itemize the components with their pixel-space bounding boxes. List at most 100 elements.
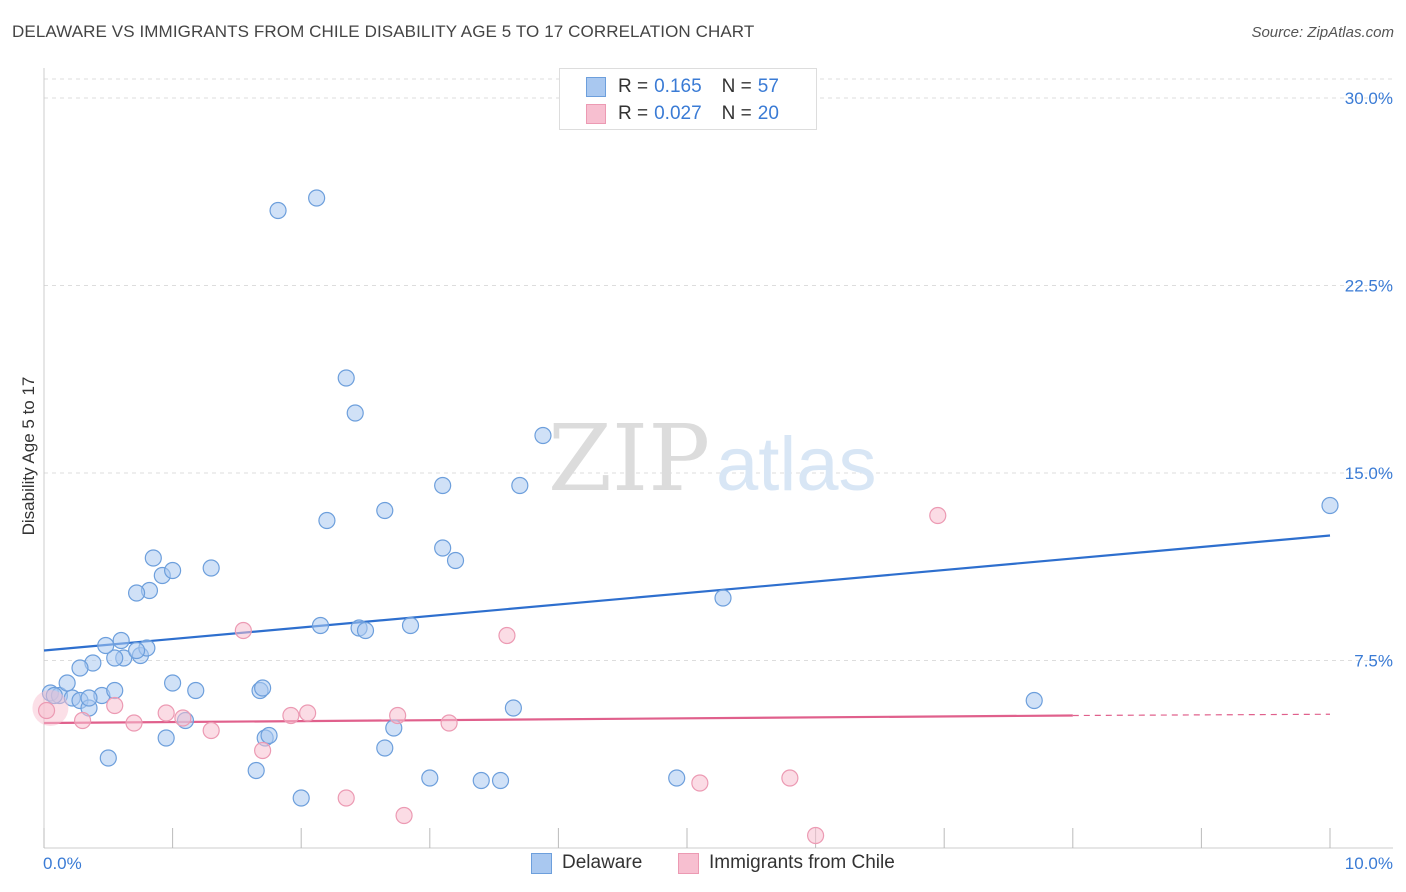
delaware-point: [356, 621, 375, 640]
chile-point: [125, 714, 143, 732]
legend-n-label: N =: [721, 76, 752, 97]
y-axis-label: Disability Age 5 to 17: [19, 377, 38, 536]
delaware-point: [187, 681, 205, 700]
chile-point: [174, 709, 192, 727]
y-tick-label: 15.0%: [1345, 464, 1393, 483]
delaware-point: [164, 674, 182, 692]
delaware-point: [99, 749, 117, 767]
delaware-point: [106, 681, 124, 700]
delaware-point: [58, 674, 76, 692]
chile-point: [337, 789, 355, 807]
x-tick-max: 10.0%: [1345, 854, 1393, 873]
legend-swatch-blue: [531, 852, 552, 874]
delaware-point: [446, 551, 465, 570]
delaware-point: [668, 769, 686, 787]
delaware-point: [311, 616, 330, 635]
delaware-point: [376, 739, 394, 757]
delaware-point: [401, 616, 420, 635]
chile-point: [254, 741, 272, 760]
delaware-point: [97, 636, 115, 655]
delaware-point: [434, 476, 452, 495]
stats-legend: R = 0.165 N = 57 R = 0.027 N = 20: [559, 68, 817, 130]
legend-n-label: N =: [721, 103, 752, 124]
delaware-point: [157, 729, 175, 747]
legend-r-label: R =: [618, 103, 649, 124]
delaware-point: [337, 369, 355, 387]
watermark-atlas: atlas: [716, 422, 877, 507]
watermark-zip: ZIP: [548, 405, 710, 512]
delaware-point: [71, 659, 89, 677]
chile-trend-line: [43, 714, 1073, 725]
chile-point: [498, 626, 516, 645]
legend-r-label: R =: [618, 76, 649, 97]
legend-n-value: 57: [757, 76, 779, 97]
delaware-points: [41, 189, 1339, 807]
delaware-point: [504, 699, 522, 717]
legend-swatch-pink: [586, 104, 606, 124]
chile-point: [691, 774, 709, 792]
legend-swatch-blue: [586, 77, 606, 97]
delaware-point: [511, 476, 529, 495]
y-tick-labels: 7.5% 15.0% 22.5% 30.0%: [1345, 89, 1393, 671]
legend-item-delaware[interactable]: Delaware: [531, 852, 642, 874]
delaware-point: [714, 589, 732, 607]
delaware-point: [346, 404, 364, 422]
chile-points: [32, 506, 947, 845]
delaware-point: [260, 726, 278, 745]
delaware-point: [292, 789, 310, 807]
delaware-trend-line: [43, 534, 1331, 652]
chile-point: [282, 706, 300, 725]
delaware-point: [247, 761, 265, 780]
y-tick-label: 30.0%: [1345, 89, 1393, 108]
delaware-point: [112, 631, 130, 650]
axes: [43, 68, 1393, 849]
legend-label-chile: Immigrants from Chile: [709, 852, 895, 873]
chile-point: [389, 706, 407, 725]
trend-lines: [43, 534, 1331, 725]
chile-trend-extension: [1072, 713, 1331, 717]
legend-item-chile[interactable]: Immigrants from Chile: [678, 852, 895, 874]
delaware-point: [254, 679, 272, 697]
chile-point: [106, 696, 124, 715]
x-tick-min: 0.0%: [43, 854, 82, 873]
legend-row-chile: R = 0.027 N = 20: [586, 101, 779, 127]
chile-point: [299, 704, 317, 722]
delaware-point: [376, 501, 394, 520]
chile-point: [37, 701, 56, 720]
source-credit: Source: ZipAtlas.com: [1251, 24, 1394, 41]
delaware-point: [269, 201, 287, 220]
delaware-point: [318, 511, 336, 530]
legend-row-delaware: R = 0.165 N = 57: [586, 74, 779, 100]
grid-lines: [44, 78, 1393, 661]
delaware-point: [144, 549, 162, 567]
chile-point: [157, 704, 175, 722]
chile-point: [440, 714, 458, 732]
delaware-point: [308, 189, 326, 207]
legend-r-value: 0.165: [654, 76, 702, 97]
legend-n-value: 20: [757, 103, 779, 124]
delaware-point: [491, 771, 510, 790]
series-legend: Delaware Immigrants from Chile: [0, 852, 1406, 878]
delaware-point: [80, 689, 98, 707]
legend-label-delaware: Delaware: [562, 852, 643, 873]
delaware-point: [421, 769, 439, 787]
y-tick-label: 22.5%: [1345, 277, 1393, 296]
chile-point: [73, 711, 92, 730]
legend-r-value: 0.027: [654, 103, 702, 124]
chile-point: [781, 769, 799, 787]
delaware-point: [434, 539, 452, 557]
chile-point: [395, 806, 413, 825]
delaware-point: [127, 641, 146, 660]
delaware-point: [1025, 691, 1043, 710]
chile-point: [806, 826, 825, 845]
chile-point: [202, 721, 220, 740]
delaware-point: [1321, 496, 1339, 515]
delaware-point: [202, 559, 220, 577]
chile-point: [234, 621, 252, 640]
delaware-point: [106, 649, 124, 667]
delaware-point: [534, 426, 552, 445]
y-tick-label: 7.5%: [1354, 652, 1393, 671]
delaware-point: [127, 584, 146, 602]
delaware-point: [472, 771, 490, 790]
